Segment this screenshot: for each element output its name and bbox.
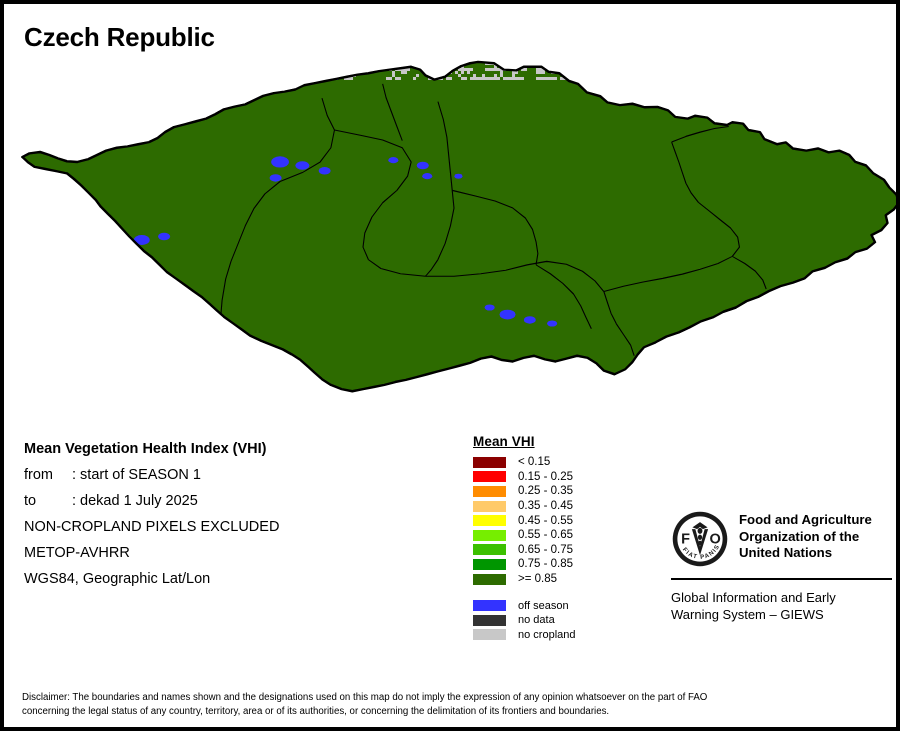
legend-row: 0.45 - 0.55 — [473, 513, 653, 528]
legend-row: 0.15 - 0.25 — [473, 470, 653, 485]
info-from-value: : start of SEASON 1 — [72, 467, 201, 483]
legend-row: 0.35 - 0.45 — [473, 499, 653, 514]
legend-special-list: off season no data no cropland — [473, 598, 653, 642]
legend-label: >= 0.85 — [518, 573, 558, 586]
legend-swatch — [473, 485, 506, 497]
svg-text:F: F — [681, 532, 690, 548]
legend-swatch — [473, 600, 506, 612]
legend-swatch — [473, 558, 506, 570]
legend-row: 0.65 - 0.75 — [473, 543, 653, 558]
legend-title: Mean VHI — [473, 434, 535, 449]
legend-label: < 0.15 — [518, 456, 551, 469]
legend-swatch — [473, 629, 506, 641]
legend-label: 0.45 - 0.55 — [518, 514, 573, 527]
legend-row: >= 0.85 — [473, 572, 653, 587]
legend-spacer — [473, 586, 653, 598]
legend-swatch — [473, 614, 506, 626]
legend-label: 0.15 - 0.25 — [518, 470, 573, 483]
legend-label: no data — [518, 614, 555, 627]
legend-row: 0.55 - 0.65 — [473, 528, 653, 543]
page-title: Czech Republic — [24, 22, 215, 52]
legend-swatch — [473, 471, 506, 483]
legend-label: 0.75 - 0.85 — [518, 558, 573, 571]
legend-label: 0.55 - 0.65 — [518, 529, 573, 542]
giews-line-1: Global Information and Early — [671, 590, 836, 605]
fao-org-name: Food and Agriculture Organization of the… — [739, 510, 872, 562]
legend-row: 0.75 - 0.85 — [473, 557, 653, 572]
legend-special-row: no cropland — [473, 628, 653, 643]
legend-row: 0.25 - 0.35 — [473, 484, 653, 499]
info-projection: WGS84, Geographic Lat/Lon — [24, 571, 211, 587]
vhi-raster-map[interactable] — [8, 59, 896, 414]
legend-label: 0.35 - 0.45 — [518, 500, 573, 513]
info-to-label: to — [24, 493, 37, 509]
legend-row: < 0.15 — [473, 455, 653, 470]
legend-special-row: off season — [473, 598, 653, 613]
info-from-row: from : start of SEASON 1 — [24, 467, 444, 484]
fao-branding: F O FIAT PANIS Food and Agriculture Orga… — [671, 510, 893, 623]
legend-label: 0.65 - 0.75 — [518, 543, 573, 556]
svg-text:O: O — [709, 532, 720, 548]
legend-swatch — [473, 500, 506, 512]
legend-label: no cropland — [518, 628, 576, 641]
legend-swatch — [473, 544, 506, 556]
legend-special-row: no data — [473, 613, 653, 628]
legend: Mean VHI < 0.15 0.15 - 0.25 0.25 - 0.35 0.3… — [473, 434, 653, 642]
legend-swatch — [473, 573, 506, 585]
fao-org-line-1: Food and Agriculture — [739, 512, 872, 527]
info-to-value: : dekad 1 July 2025 — [72, 493, 198, 509]
disclaimer-line-2: concerning the legal status of any count… — [22, 705, 610, 717]
fao-org-line-3: United Nations — [739, 545, 833, 560]
legend-swatch — [473, 515, 506, 527]
info-heading: Mean Vegetation Health Index (VHI) — [24, 441, 267, 457]
giews-system-name: Global Information and Early Warning Sys… — [671, 589, 893, 623]
fao-org-line-2: Organization of the — [739, 528, 860, 544]
info-sensor: METOP-AVHRR — [24, 545, 130, 561]
info-cropland-note: NON-CROPLAND PIXELS EXCLUDED — [24, 519, 280, 535]
disclaimer-line-1: Disclaimer: The boundaries and names sho… — [22, 692, 708, 703]
info-to-row: to : dekad 1 July 2025 — [24, 493, 444, 510]
map-info-block: Mean Vegetation Health Index (VHI) from … — [24, 441, 444, 597]
fao-logo-icon: F O FIAT PANIS — [671, 510, 729, 568]
disclaimer: Disclaimer: The boundaries and names sho… — [22, 691, 882, 718]
legend-class-list: < 0.15 0.15 - 0.25 0.25 - 0.35 0.35 - 0.45 0… — [473, 455, 653, 586]
legend-label: off season — [518, 599, 569, 612]
map-viewport[interactable] — [8, 59, 896, 414]
fao-header: F O FIAT PANIS Food and Agriculture Orga… — [671, 510, 893, 568]
legend-swatch — [473, 456, 506, 468]
legend-swatch — [473, 529, 506, 541]
giews-line-2: Warning System – GIEWS — [671, 607, 824, 622]
fao-divider — [671, 578, 892, 580]
info-from-label: from — [24, 467, 53, 483]
legend-label: 0.25 - 0.35 — [518, 485, 573, 498]
